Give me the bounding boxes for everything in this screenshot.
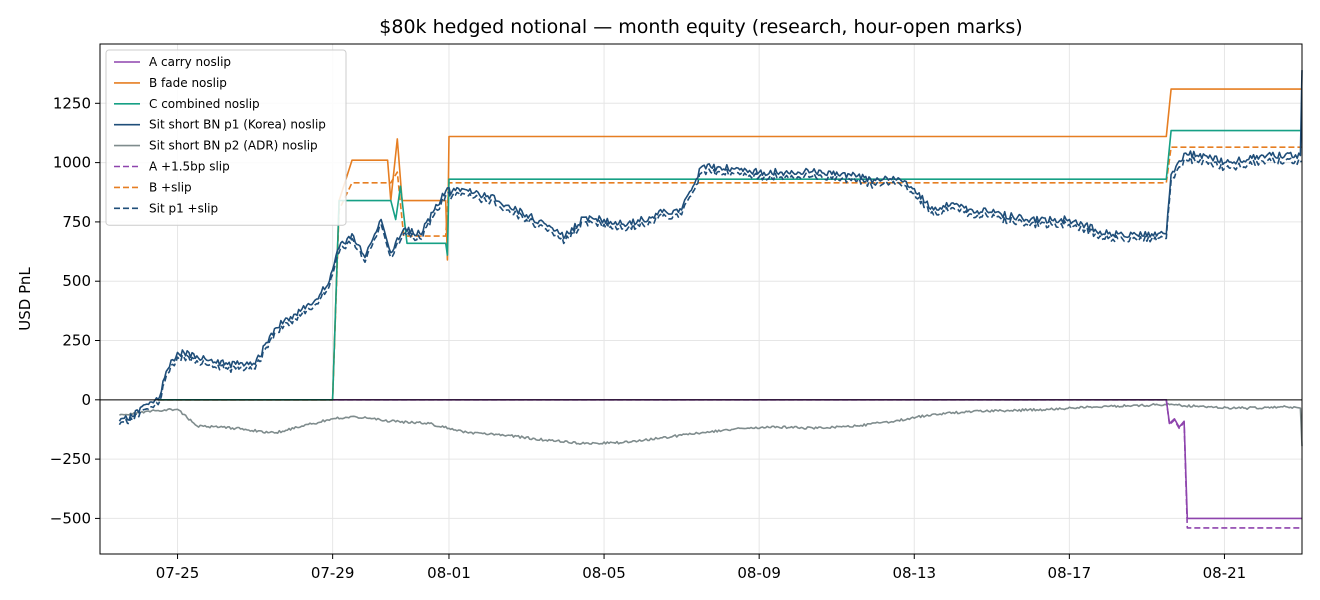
y-axis-label: USD PnL (16, 267, 34, 331)
legend-label: B +slip (149, 180, 192, 194)
x-tick-label: 07-25 (156, 564, 200, 582)
x-tick-label: 08-05 (582, 564, 626, 582)
plot-area (100, 70, 1303, 529)
y-tick-label: 0 (81, 391, 91, 409)
y-tick-label: −500 (50, 509, 91, 527)
axes: −500 −250 0 250 500 750 1000 1250 07-25 07-29 08-0… (50, 94, 1246, 582)
x-tick-label: 08-09 (737, 564, 781, 582)
y-tick-label: −250 (50, 450, 91, 468)
legend-box (105, 49, 347, 226)
y-tick-label: 1000 (53, 154, 91, 172)
legend-label: A carry noslip (149, 55, 231, 69)
series-line-sit-p1-slip (118, 156, 1302, 426)
chart-title: $80k hedged notional — month equity (res… (379, 16, 1022, 38)
x-tick-label: 07-29 (311, 564, 355, 582)
plot-frame (99, 43, 1303, 555)
y-tick-label: 1250 (53, 94, 91, 112)
legend-label: A +1.5bp slip (149, 160, 230, 174)
x-tick-label: 08-17 (1048, 564, 1092, 582)
legend-label: Sit p1 +slip (149, 201, 218, 215)
y-tick-label: 250 (62, 332, 91, 350)
legend-label: C combined noslip (149, 97, 260, 111)
legend: A carry noslip B fade noslip C combined no… (105, 49, 347, 226)
legend-label: Sit short BN p2 (ADR) noslip (149, 139, 318, 153)
series-line-sit-short-bn-p2-adr-noslip (119, 402, 1303, 447)
series-line-sit-short-bn-p1-korea-noslip (118, 70, 1303, 422)
x-tick-label: 08-13 (892, 564, 936, 582)
legend-label: Sit short BN p1 (Korea) noslip (149, 118, 326, 132)
y-tick-label: 750 (62, 213, 91, 231)
x-tick-label: 08-01 (427, 564, 471, 582)
y-tick-label: 500 (62, 272, 91, 290)
x-tick-label: 08-21 (1203, 564, 1247, 582)
series-line-a-1-5bp-slip (158, 399, 1302, 529)
legend-label: B fade noslip (149, 76, 227, 90)
